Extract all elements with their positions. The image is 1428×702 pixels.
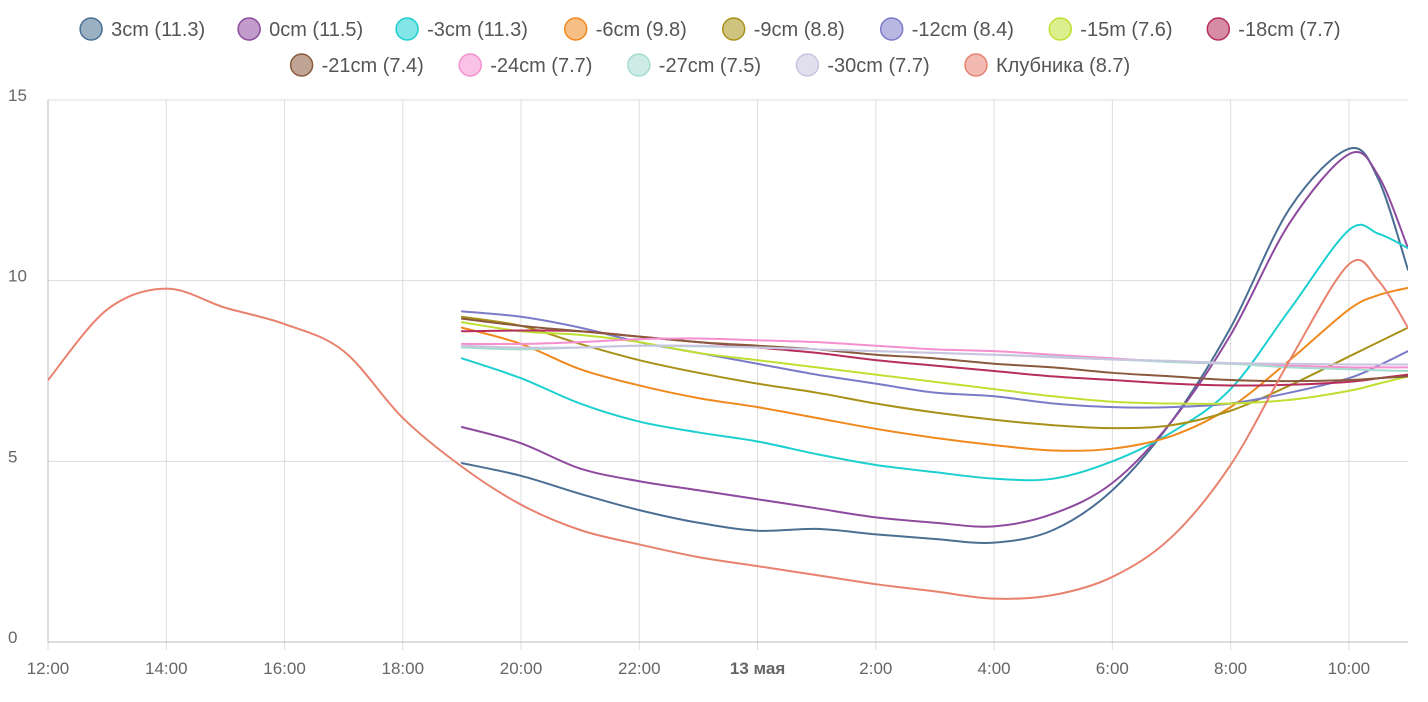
legend-item[interactable]: -3cm (11.3)	[395, 17, 528, 41]
series-line-9[interactable]	[460, 337, 1408, 369]
legend-item[interactable]: -9cm (8.8)	[721, 17, 845, 41]
y-tick-label: 10	[8, 267, 27, 286]
legend-item[interactable]: -27cm (7.5)	[627, 53, 761, 77]
x-tick-label: 10:00	[1328, 659, 1371, 678]
series-line-6[interactable]	[460, 321, 1408, 405]
legend-swatch	[237, 17, 261, 41]
legend-swatch	[879, 17, 904, 41]
series-line-5[interactable]	[460, 310, 1408, 409]
series-line-1[interactable]	[460, 151, 1408, 528]
x-tick-label: 4:00	[978, 659, 1011, 678]
x-tick-label: 2:00	[859, 659, 892, 678]
legend-item[interactable]: -18cm (7.7)	[1206, 17, 1341, 41]
legend-swatch	[627, 53, 651, 77]
legend-item[interactable]: -21cm (7.4)	[289, 53, 424, 77]
legend-swatch	[79, 17, 103, 41]
series-line-0[interactable]	[460, 146, 1408, 544]
x-tick-label: 14:00	[145, 659, 188, 678]
legend-label: -24cm (7.7)	[490, 55, 592, 77]
x-tick-label: 16:00	[263, 659, 306, 678]
legend-swatch	[964, 53, 988, 77]
series-line-2[interactable]	[460, 223, 1408, 482]
legend-swatch	[289, 53, 314, 77]
legend-label: -6cm (9.8)	[596, 19, 687, 41]
legend-item[interactable]: 3cm (11.3)	[79, 17, 205, 41]
legend-swatch	[1048, 17, 1073, 41]
series-line-3[interactable]	[460, 286, 1408, 452]
legend-item[interactable]: Клубника (8.7)	[964, 53, 1130, 77]
legend-label: -18cm (7.7)	[1238, 19, 1340, 41]
legend-label: -27cm (7.5)	[659, 55, 761, 77]
legend-item[interactable]: -15m (7.6)	[1048, 17, 1173, 41]
legend-label: 3cm (11.3)	[111, 19, 205, 41]
legend-item[interactable]: -12cm (8.4)	[879, 17, 1014, 41]
series-lines	[48, 146, 1408, 600]
y-tick-label: 0	[8, 628, 17, 647]
y-tick-label: 5	[8, 447, 17, 466]
legend-label: -12cm (8.4)	[912, 19, 1014, 41]
legend-swatch	[1206, 17, 1231, 41]
legend-swatch	[563, 17, 588, 41]
axes: 0 5 10 15 12:00 14:00 16:00 18:00 20:00 22:00 13 м…	[8, 86, 1408, 678]
x-tick-label: 22:00	[618, 659, 661, 678]
legend-swatch	[795, 53, 820, 77]
legend-swatch	[458, 53, 482, 77]
series-line-11[interactable]	[460, 344, 1408, 366]
legend-item[interactable]: -30cm (7.7)	[795, 53, 930, 77]
legend-label: 0cm (11.5)	[269, 19, 363, 41]
legend-label: -21cm (7.4)	[322, 55, 424, 77]
series-line-8[interactable]	[460, 317, 1408, 383]
grid	[47, 99, 1408, 650]
legend-label: -15m (7.6)	[1080, 19, 1172, 41]
x-tick-label: 20:00	[500, 659, 543, 678]
x-tick-label: 8:00	[1214, 659, 1247, 678]
legend-item[interactable]: 0cm (11.5)	[237, 17, 363, 41]
y-tick-label: 15	[8, 86, 27, 105]
x-tick-label: 13 мая	[730, 659, 785, 678]
x-tick-label: 18:00	[382, 659, 425, 678]
legend-item[interactable]: -6cm (9.8)	[563, 17, 687, 41]
series-line-12[interactable]	[48, 258, 1408, 600]
legend-swatch	[395, 17, 419, 41]
legend-item[interactable]: -24cm (7.7)	[458, 53, 592, 77]
legend: 3cm (11.3) 0cm (11.5) -3cm (11.3) -6cm (9.8…	[79, 17, 1341, 77]
legend-label: Клубника (8.7)	[996, 55, 1130, 77]
legend-label: -9cm (8.8)	[754, 19, 845, 41]
x-tick-label: 6:00	[1096, 659, 1129, 678]
legend-swatch	[721, 17, 746, 41]
legend-label: -30cm (7.7)	[827, 55, 929, 77]
legend-label: -3cm (11.3)	[427, 19, 528, 41]
x-tick-label: 12:00	[27, 659, 70, 678]
